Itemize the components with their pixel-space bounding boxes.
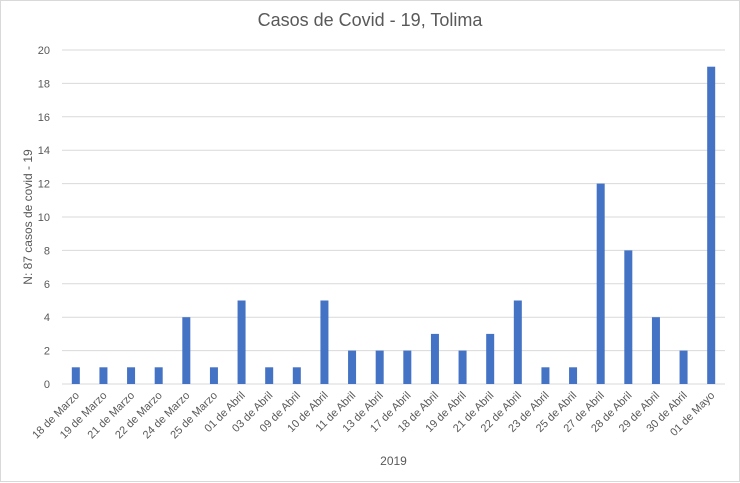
y-tick-label: 4 <box>44 312 50 324</box>
bar <box>430 333 439 384</box>
bar <box>624 250 633 384</box>
bar <box>265 367 274 384</box>
y-tick-label: 0 <box>44 379 50 391</box>
bar <box>679 350 688 384</box>
bar <box>320 300 329 384</box>
y-axis-title: N: 87 casos de covid - 19 <box>21 149 35 285</box>
bar <box>209 367 218 384</box>
bar <box>292 367 301 384</box>
bar <box>651 317 660 384</box>
bar <box>707 66 716 384</box>
bar <box>596 183 605 384</box>
bar <box>127 367 136 384</box>
bar <box>513 300 522 384</box>
bar <box>569 367 578 384</box>
y-tick-label: 8 <box>44 245 50 257</box>
y-tick-label: 2 <box>44 346 50 358</box>
bar <box>541 367 550 384</box>
bar <box>99 367 108 384</box>
bar <box>154 367 163 384</box>
y-tick-label: 20 <box>38 45 50 57</box>
y-tick-label: 12 <box>38 179 50 191</box>
y-tick-label: 18 <box>38 78 50 90</box>
bar <box>237 300 246 384</box>
y-tick-label: 14 <box>38 145 50 157</box>
y-tick-label: 6 <box>44 279 50 291</box>
bar <box>375 350 384 384</box>
x-axis-title: 2019 <box>380 454 407 468</box>
bar <box>71 367 80 384</box>
y-tick-label: 16 <box>38 112 50 124</box>
chart-title: Casos de Covid - 19, Tolima <box>257 10 483 30</box>
y-tick-label: 10 <box>38 212 50 224</box>
bar <box>458 350 467 384</box>
bar <box>182 317 191 384</box>
bar <box>486 333 495 384</box>
bar <box>348 350 357 384</box>
bar <box>403 350 412 384</box>
